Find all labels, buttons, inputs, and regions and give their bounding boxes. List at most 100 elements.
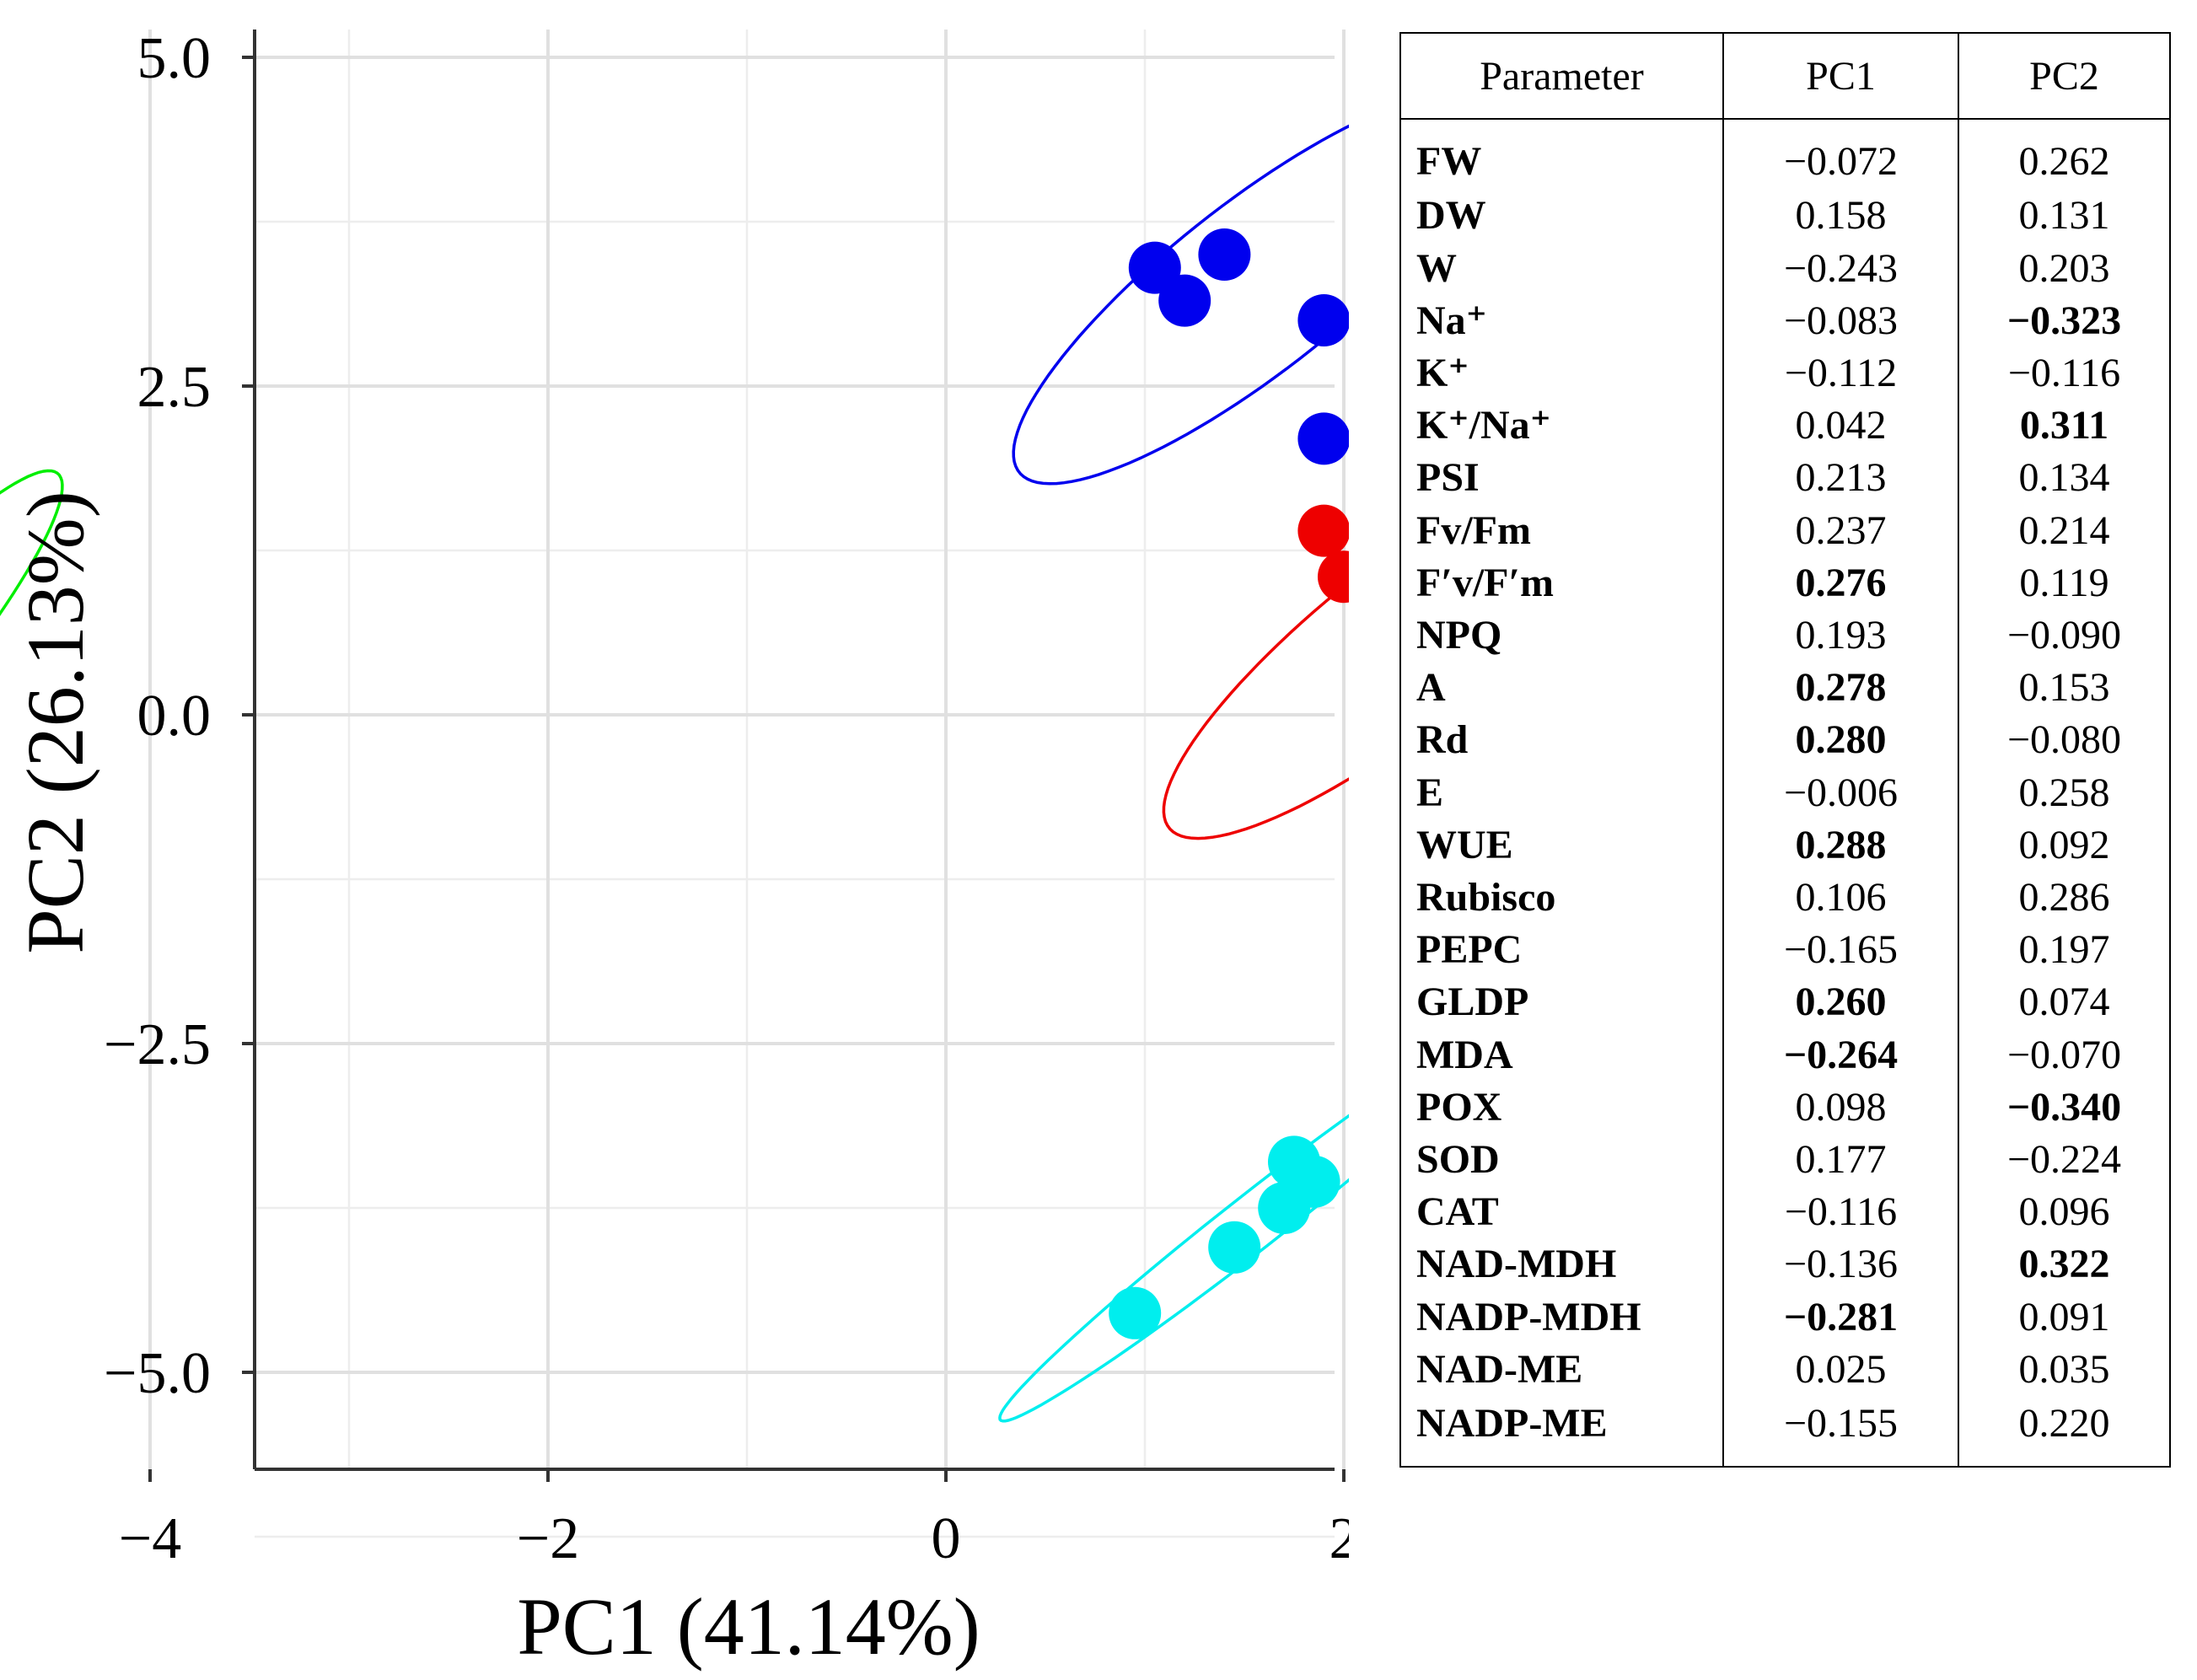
table-row: E −0.006 0.258 xyxy=(1401,766,2169,819)
x-tick-label: −4 xyxy=(119,1506,181,1571)
pc2-cell: 0.214 xyxy=(2018,507,2110,553)
pc1-cell: 0.177 xyxy=(1723,1133,1959,1187)
y-tick-label: 2.5 xyxy=(137,355,212,420)
pc1-cell: 0.158 xyxy=(1723,190,1959,243)
table-row: PEPC −0.165 0.197 xyxy=(1401,924,2169,977)
table-row: W −0.243 0.203 xyxy=(1401,242,2169,295)
pc1-cell: 0.025 xyxy=(1723,1343,1959,1396)
parameter-cell: MDA xyxy=(1401,1028,1724,1082)
table-row: Rd 0.280 −0.080 xyxy=(1401,714,2169,767)
table-header-row: Parameter PC1 PC2 xyxy=(1401,34,2169,120)
pc2-cell: 0.220 xyxy=(2018,1401,2110,1447)
parameter-cell: DW xyxy=(1401,190,1724,243)
parameter-cell: NAD-ME xyxy=(1401,1343,1724,1396)
point-blue xyxy=(1198,228,1251,281)
parameter-cell: E xyxy=(1401,766,1724,819)
parameter-cell: F′v/F′m xyxy=(1401,556,1724,609)
parameter-cell: NADP-ME xyxy=(1401,1395,1724,1466)
parameter-cell: NPQ xyxy=(1401,609,1724,663)
table-row: FW −0.072 0.262 xyxy=(1401,119,2169,191)
table-row: Na⁺ −0.083 −0.323 xyxy=(1401,294,2169,347)
pc1-cell: −0.072 xyxy=(1723,119,1959,191)
point-blue xyxy=(1297,412,1349,465)
pc1-cell: −0.006 xyxy=(1723,766,1959,819)
table-row: NPQ 0.193 −0.090 xyxy=(1401,609,2169,663)
pc2-cell: 0.322 xyxy=(2018,1242,2110,1287)
pc-loadings-table: Parameter PC1 PC2 FW −0.072 0.262 DW 0.158 0.… xyxy=(1399,32,2171,1468)
confidence-ellipses xyxy=(0,124,1349,1423)
pc1-cell: −0.165 xyxy=(1723,924,1959,977)
pc2-cell: 0.096 xyxy=(2018,1189,2110,1235)
pc1-cell: −0.116 xyxy=(1723,1186,1959,1239)
table-row: POX 0.098 −0.340 xyxy=(1401,1081,2169,1134)
pc1-cell: −0.264 xyxy=(1723,1028,1959,1082)
table-row: K⁺/Na⁺ 0.042 0.311 xyxy=(1401,400,2169,453)
parameter-cell: A xyxy=(1401,662,1724,715)
pc2-cell: 0.074 xyxy=(2018,980,2110,1025)
pc2-cell: 0.091 xyxy=(2018,1294,2110,1339)
header-parameter: Parameter xyxy=(1401,34,1724,120)
parameter-cell: W xyxy=(1401,242,1724,295)
parameter-cell: Rubisco xyxy=(1401,871,1724,925)
pc1-cell: −0.243 xyxy=(1723,242,1959,295)
parameter-cell: K⁺/Na⁺ xyxy=(1401,400,1724,453)
table-row: K⁺ −0.112 −0.116 xyxy=(1401,346,2169,400)
table-row: NADP-ME −0.155 0.220 xyxy=(1401,1395,2169,1466)
pc2-cell: −0.323 xyxy=(2006,298,2122,343)
major-gridlines xyxy=(148,30,1346,1469)
pc2-cell: 0.035 xyxy=(2018,1346,2110,1392)
point-blue xyxy=(1158,274,1211,327)
pc2-cell: −0.340 xyxy=(2006,1084,2122,1130)
parameter-cell: Na⁺ xyxy=(1401,294,1724,347)
y-axis-title: PC2 (26.13%) xyxy=(10,491,100,953)
point-red xyxy=(1297,504,1349,557)
table-row: GLDP 0.260 0.074 xyxy=(1401,976,2169,1029)
table-row: WUE 0.288 0.092 xyxy=(1401,819,2169,872)
pc1-cell: 0.278 xyxy=(1723,662,1959,715)
pc2-cell: 0.203 xyxy=(2018,245,2110,291)
pc2-cell: 0.311 xyxy=(2019,403,2109,448)
pc2-cell: −0.090 xyxy=(2006,612,2122,658)
pc1-cell: 0.193 xyxy=(1723,609,1959,663)
pc1-cell: 0.276 xyxy=(1723,556,1959,609)
parameter-cell: GLDP xyxy=(1401,976,1724,1029)
ellipse-cyan xyxy=(998,1114,1349,1423)
table-row: A 0.278 0.153 xyxy=(1401,662,2169,715)
table-row: DW 0.158 0.131 xyxy=(1401,190,2169,243)
pc1-cell: 0.213 xyxy=(1723,452,1959,505)
pc2-cell: 0.258 xyxy=(2018,770,2110,815)
parameter-cell: SOD xyxy=(1401,1133,1724,1187)
pc1-cell: 0.098 xyxy=(1723,1081,1959,1134)
pc1-cell: 0.042 xyxy=(1723,400,1959,453)
pc2-cell: 0.134 xyxy=(2018,455,2110,501)
parameter-cell: PSI xyxy=(1401,452,1724,505)
pc1-cell: 0.288 xyxy=(1723,819,1959,872)
table-row: Fv/Fm 0.237 0.214 xyxy=(1401,504,2169,557)
y-tick-label: 0.0 xyxy=(137,684,212,749)
table-row: SOD 0.177 −0.224 xyxy=(1401,1133,2169,1187)
table-row: NAD-ME 0.025 0.035 xyxy=(1401,1343,2169,1396)
pc1-cell: −0.281 xyxy=(1723,1291,1959,1344)
point-cyan xyxy=(1208,1221,1261,1274)
data-points xyxy=(1109,228,1349,1339)
pc2-cell: −0.116 xyxy=(2007,350,2121,395)
pc2-cell: 0.119 xyxy=(2019,560,2109,605)
table-row: MDA −0.264 −0.070 xyxy=(1401,1028,2169,1082)
parameter-cell: NAD-MDH xyxy=(1401,1238,1724,1291)
table-row: F′v/F′m 0.276 0.119 xyxy=(1401,556,2169,609)
point-blue xyxy=(1297,294,1349,346)
parameter-cell: CAT xyxy=(1401,1186,1724,1239)
pc2-cell: −0.080 xyxy=(2006,717,2122,763)
point-cyan xyxy=(1109,1286,1162,1339)
parameter-cell: Rd xyxy=(1401,714,1724,767)
table-row: CAT −0.116 0.096 xyxy=(1401,1186,2169,1239)
pc1-cell: 0.280 xyxy=(1723,714,1959,767)
pc1-cell: 0.237 xyxy=(1723,504,1959,557)
parameter-cell: Fv/Fm xyxy=(1401,504,1724,557)
x-tick-label: −2 xyxy=(517,1506,579,1571)
ellipse-blue xyxy=(1012,124,1349,486)
x-tick-label: 2 xyxy=(1329,1506,1350,1571)
pc2-cell: 0.286 xyxy=(2018,874,2110,920)
parameter-cell: NADP-MDH xyxy=(1401,1291,1724,1344)
header-pc1: PC1 xyxy=(1723,34,1959,120)
